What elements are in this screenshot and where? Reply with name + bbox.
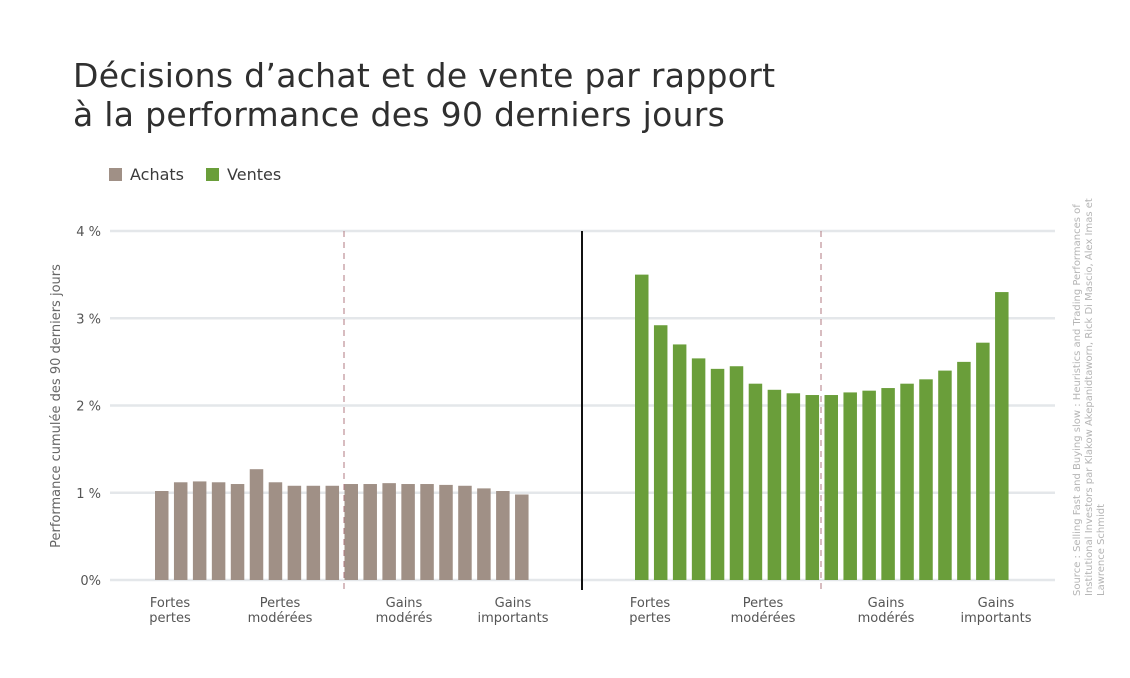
category-label-achats-2-1: modérés — [376, 611, 433, 626]
bar-ventes-1 — [653, 325, 668, 580]
category-label-ventes-1-1: modérées — [731, 611, 796, 626]
bar-achats-17 — [477, 488, 491, 580]
bar-achats-7 — [287, 485, 302, 580]
source-text: Source : Selling Fast and Buying slow : … — [1072, 198, 1107, 596]
category-label-ventes-0-1: pertes — [629, 611, 671, 626]
bar-ventes-3 — [691, 358, 706, 580]
chart-title-line-2: à la performance des 90 derniers jours — [73, 95, 726, 134]
bar-ventes-11 — [843, 392, 857, 580]
bar-ventes-18 — [976, 342, 990, 580]
legend-swatch-ventes — [206, 168, 220, 181]
bar-achats-11 — [363, 484, 377, 580]
chart-title-line-1: Décisions d’achat et de vente par rappor… — [73, 56, 776, 95]
chart-title: Décisions d’achat et de vente par rappor… — [73, 56, 973, 134]
bar-ventes-6 — [748, 383, 763, 580]
category-label-achats-2-0: Gains — [386, 596, 423, 611]
y-tick-label-3: 3 % — [76, 312, 101, 327]
category-label-ventes-1-0: Pertes — [743, 596, 784, 611]
legend-item-ventes: Ventes — [206, 165, 281, 184]
bar-achats-5 — [249, 469, 264, 580]
bar-ventes-12 — [862, 390, 876, 580]
category-label-achats-3-1: importants — [478, 611, 549, 626]
bar-achats-19 — [515, 494, 529, 580]
bar-achats-4 — [230, 484, 245, 580]
bar-ventes-4 — [710, 368, 725, 580]
y-tick-label-2: 2 % — [76, 400, 101, 415]
source-note: Source : Selling Fast and Buying slow : … — [1072, 196, 1107, 596]
bar-ventes-17 — [957, 361, 971, 580]
category-label-achats-0-1: pertes — [149, 611, 191, 626]
bar-ventes-5 — [729, 366, 744, 580]
bar-ventes-9 — [805, 395, 820, 580]
bar-ventes-0 — [635, 274, 649, 580]
bar-achats-14 — [420, 484, 434, 580]
category-label-ventes-2-0: Gains — [868, 596, 905, 611]
legend-label-achats: Achats — [130, 165, 185, 184]
category-label-achats-0-0: Fortes — [150, 596, 190, 611]
bar-achats-10 — [344, 484, 358, 580]
category-label-achats-1-1: modérées — [248, 611, 313, 626]
y-tick-label-1: 1 % — [76, 487, 101, 502]
bar-ventes-14 — [900, 383, 914, 580]
bar-achats-6 — [268, 482, 283, 580]
legend-item-achats: Achats — [109, 165, 184, 184]
bar-achats-12 — [382, 483, 396, 580]
bar-ventes-2 — [672, 344, 687, 580]
bar-ventes-13 — [881, 388, 895, 580]
legend-swatch-achats — [109, 168, 122, 181]
category-label-ventes-3-0: Gains — [978, 596, 1015, 611]
bar-ventes-7 — [767, 389, 782, 580]
bar-ventes-16 — [938, 370, 952, 580]
category-label-ventes-0-0: Fortes — [630, 596, 670, 611]
chart-legend: Achats Ventes — [109, 165, 303, 184]
legend-label-ventes: Ventes — [227, 165, 282, 184]
y-tick-label-0: 0% — [80, 574, 101, 589]
bar-achats-9 — [325, 485, 340, 580]
bar-achats-13 — [401, 484, 415, 580]
bar-ventes-15 — [919, 379, 933, 580]
y-tick-label-4: 4 % — [76, 225, 101, 240]
bar-achats-2 — [192, 481, 207, 580]
bar-achats-8 — [306, 485, 321, 580]
bar-achats-18 — [496, 491, 510, 580]
bar-achats-16 — [458, 485, 472, 580]
category-label-achats-3-0: Gains — [495, 596, 532, 611]
bar-achats-1 — [173, 482, 188, 580]
category-label-ventes-2-1: modérés — [858, 611, 915, 626]
category-label-achats-1-0: Pertes — [260, 596, 301, 611]
bar-achats-0 — [155, 491, 169, 580]
bar-ventes-8 — [786, 393, 801, 580]
y-axis-label: Performance cumulée des 90 derniers jour… — [49, 264, 64, 548]
bar-ventes-19 — [995, 292, 1009, 580]
bar-achats-15 — [439, 484, 453, 580]
bar-ventes-10 — [824, 395, 838, 580]
category-label-ventes-3-1: importants — [961, 611, 1032, 626]
bar-achats-3 — [211, 482, 226, 580]
